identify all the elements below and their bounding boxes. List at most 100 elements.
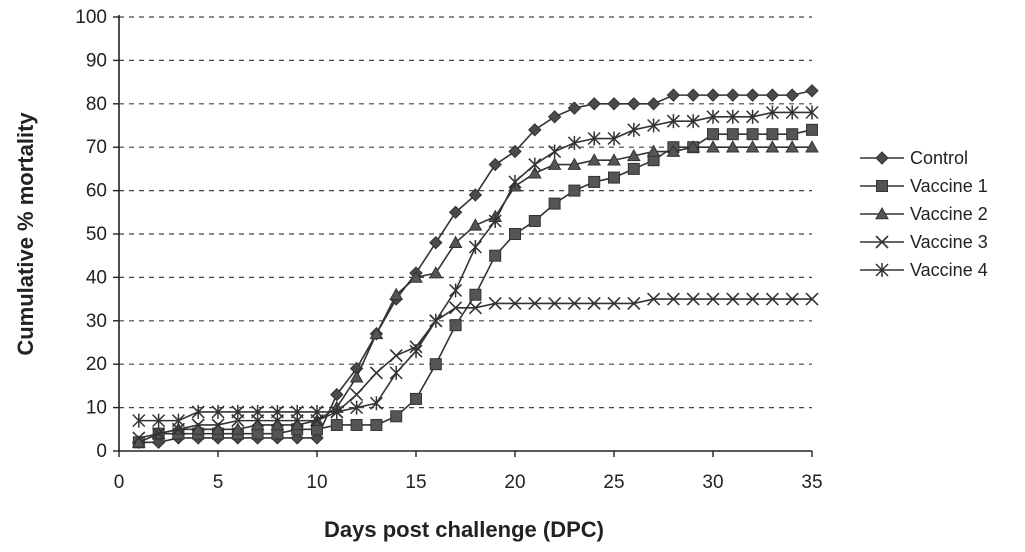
data-point bbox=[805, 140, 819, 153]
data-point bbox=[805, 84, 819, 98]
data-point bbox=[330, 387, 344, 402]
data-point bbox=[646, 97, 661, 111]
data-point bbox=[786, 128, 799, 141]
data-point bbox=[587, 296, 601, 311]
data-point bbox=[211, 404, 225, 419]
data-point bbox=[627, 162, 640, 175]
data-point bbox=[132, 413, 146, 428]
data-point bbox=[468, 301, 482, 315]
legend-label: Control bbox=[910, 148, 968, 168]
data-point bbox=[666, 144, 681, 157]
data-point bbox=[806, 123, 818, 136]
x-tick-label: 10 bbox=[306, 472, 327, 493]
data-point bbox=[726, 292, 740, 306]
data-point bbox=[568, 184, 581, 197]
legend: Control Vaccine 1 Vaccine 2 Vaccine 3 Vaccin… bbox=[860, 148, 988, 280]
data-point bbox=[527, 166, 542, 179]
data-point bbox=[666, 292, 680, 306]
data-point bbox=[547, 110, 562, 124]
y-tick-label: 70 bbox=[86, 137, 107, 158]
data-point bbox=[785, 292, 799, 306]
data-point bbox=[389, 348, 403, 363]
data-point bbox=[429, 358, 442, 371]
data-point bbox=[370, 418, 383, 431]
data-point bbox=[765, 140, 780, 153]
data-point bbox=[488, 157, 502, 172]
data-point bbox=[409, 270, 423, 283]
data-point bbox=[686, 140, 701, 153]
data-point bbox=[152, 427, 166, 441]
data-point bbox=[765, 105, 779, 120]
legend-marker bbox=[876, 180, 888, 192]
data-point bbox=[132, 431, 146, 445]
data-point bbox=[509, 228, 521, 240]
x-tick-label: 30 bbox=[702, 472, 723, 493]
legend-entry: Vaccine 2 bbox=[860, 204, 988, 224]
data-point bbox=[468, 240, 482, 255]
data-point bbox=[270, 404, 284, 419]
data-point bbox=[745, 140, 760, 153]
data-point bbox=[686, 292, 700, 306]
data-point bbox=[706, 292, 720, 306]
data-point bbox=[706, 88, 720, 102]
data-point bbox=[528, 123, 542, 137]
legend-entry: Vaccine 4 bbox=[860, 260, 988, 280]
data-point bbox=[745, 88, 760, 102]
data-point bbox=[765, 292, 779, 306]
legend-label: Vaccine 2 bbox=[910, 204, 988, 224]
data-point bbox=[468, 188, 483, 202]
data-point bbox=[766, 128, 779, 141]
y-tick-label: 50 bbox=[86, 224, 107, 245]
y-tick-label: 90 bbox=[86, 50, 107, 71]
y-tick-label: 10 bbox=[86, 398, 107, 419]
data-point bbox=[369, 366, 383, 380]
data-point bbox=[469, 288, 482, 301]
data-point bbox=[528, 157, 542, 172]
data-point bbox=[449, 283, 463, 298]
legend-entry: Vaccine 1 bbox=[860, 176, 988, 196]
data-point bbox=[746, 109, 760, 124]
data-point bbox=[607, 153, 621, 166]
y-tick-label: 40 bbox=[86, 267, 107, 288]
data-point bbox=[725, 140, 740, 153]
data-point bbox=[171, 413, 185, 428]
data-point bbox=[488, 213, 502, 228]
y-tick-label: 30 bbox=[86, 311, 107, 332]
data-point bbox=[508, 144, 522, 159]
data-point bbox=[350, 400, 364, 415]
data-point bbox=[805, 105, 819, 120]
y-tick-label: 0 bbox=[96, 441, 107, 462]
data-point bbox=[567, 101, 582, 115]
data-point bbox=[547, 157, 562, 170]
data-point bbox=[647, 118, 661, 133]
data-point bbox=[489, 249, 502, 262]
data-point bbox=[647, 292, 661, 306]
data-point bbox=[448, 235, 463, 248]
y-tick-label: 20 bbox=[86, 354, 107, 375]
data-point bbox=[746, 292, 760, 306]
data-point bbox=[251, 404, 265, 419]
data-point bbox=[429, 235, 443, 250]
series-vaccine-3 bbox=[132, 292, 819, 445]
series-line bbox=[138, 298, 812, 439]
data-point bbox=[548, 296, 562, 311]
data-point bbox=[350, 418, 363, 431]
data-point bbox=[389, 287, 404, 301]
data-point bbox=[449, 301, 463, 315]
data-point bbox=[191, 418, 205, 432]
data-point bbox=[765, 88, 780, 102]
data-point bbox=[646, 144, 661, 157]
data-point bbox=[528, 214, 541, 227]
x-tick-label: 35 bbox=[801, 472, 822, 493]
data-point bbox=[548, 197, 561, 210]
data-point bbox=[410, 392, 422, 405]
data-point bbox=[607, 296, 621, 311]
x-tick-label: 25 bbox=[603, 472, 624, 493]
x-tick-label: 5 bbox=[213, 472, 224, 493]
data-point bbox=[369, 396, 383, 411]
data-point bbox=[369, 326, 384, 340]
data-point bbox=[785, 88, 799, 102]
data-point bbox=[428, 266, 443, 279]
legend-marker bbox=[875, 263, 889, 277]
